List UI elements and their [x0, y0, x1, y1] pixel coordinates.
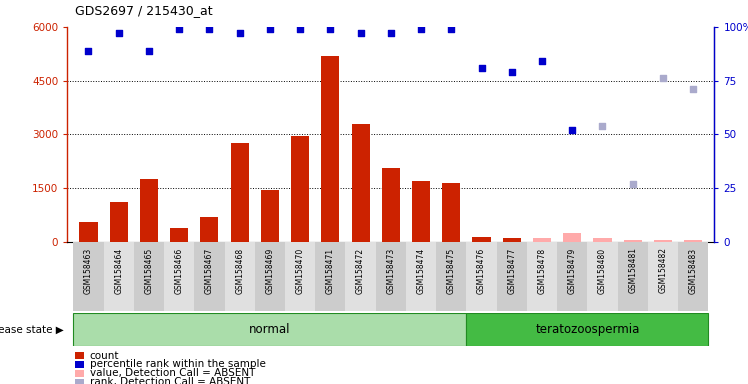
Point — [264, 26, 276, 32]
Bar — [587, 242, 618, 311]
Bar — [261, 190, 279, 242]
Point — [687, 86, 699, 92]
Text: disease state ▶: disease state ▶ — [0, 324, 64, 334]
Point — [294, 26, 306, 32]
Bar — [557, 242, 587, 311]
Bar — [104, 242, 134, 311]
Text: GSM158465: GSM158465 — [144, 247, 153, 294]
Bar — [527, 242, 557, 311]
Point — [657, 75, 669, 81]
Bar — [497, 242, 527, 311]
Text: GSM158475: GSM158475 — [447, 247, 456, 294]
Point — [506, 69, 518, 75]
Bar — [654, 240, 672, 242]
Text: rank, Detection Call = ABSENT: rank, Detection Call = ABSENT — [90, 377, 250, 384]
Bar — [200, 217, 218, 242]
Bar — [678, 242, 708, 311]
Text: GSM158477: GSM158477 — [507, 247, 516, 294]
Bar — [533, 238, 551, 242]
Bar — [624, 240, 642, 242]
Bar — [170, 228, 188, 242]
Bar — [140, 179, 158, 242]
Bar — [563, 233, 581, 242]
Point — [445, 26, 457, 32]
Point — [355, 30, 367, 36]
Bar — [436, 242, 467, 311]
Bar — [467, 242, 497, 311]
Text: GSM158463: GSM158463 — [84, 247, 93, 294]
Bar — [346, 242, 375, 311]
Point — [113, 30, 125, 36]
Bar — [73, 313, 467, 346]
Bar — [412, 181, 430, 242]
Text: GSM158471: GSM158471 — [326, 247, 335, 294]
Point — [233, 30, 245, 36]
Text: GSM158472: GSM158472 — [356, 247, 365, 294]
Text: GSM158476: GSM158476 — [477, 247, 486, 294]
Point — [174, 26, 186, 32]
Bar — [593, 238, 612, 242]
Text: GSM158481: GSM158481 — [628, 247, 637, 293]
Point — [203, 26, 215, 32]
Text: count: count — [90, 351, 119, 361]
Bar — [618, 242, 648, 311]
Bar — [375, 242, 406, 311]
Bar — [224, 242, 255, 311]
Bar — [442, 183, 460, 242]
Bar — [73, 242, 104, 311]
Point — [536, 58, 548, 65]
Bar — [194, 242, 224, 311]
Text: GSM158483: GSM158483 — [689, 247, 698, 294]
Bar — [352, 124, 370, 242]
Text: GSM158473: GSM158473 — [386, 247, 396, 294]
Text: GSM158467: GSM158467 — [205, 247, 214, 294]
Bar — [467, 313, 708, 346]
Bar — [230, 143, 249, 242]
Bar — [291, 136, 309, 242]
Bar — [684, 240, 702, 242]
Bar — [473, 237, 491, 242]
Text: GSM158470: GSM158470 — [295, 247, 304, 294]
Text: GSM158474: GSM158474 — [417, 247, 426, 294]
Bar — [134, 242, 164, 311]
Text: value, Detection Call = ABSENT: value, Detection Call = ABSENT — [90, 368, 255, 378]
Bar — [110, 202, 128, 242]
Point — [325, 26, 337, 32]
Bar — [503, 238, 521, 242]
Point — [82, 48, 94, 54]
Text: teratozoospermia: teratozoospermia — [535, 323, 640, 336]
Bar — [406, 242, 436, 311]
Bar — [164, 242, 194, 311]
Text: GSM158480: GSM158480 — [598, 247, 607, 294]
Point — [476, 65, 488, 71]
Point — [385, 30, 397, 36]
Bar — [285, 242, 315, 311]
Text: GSM158482: GSM158482 — [658, 247, 667, 293]
Text: GSM158464: GSM158464 — [114, 247, 123, 294]
Text: GSM158466: GSM158466 — [175, 247, 184, 294]
Bar — [315, 242, 346, 311]
Bar — [79, 222, 97, 242]
Text: GSM158478: GSM158478 — [538, 247, 547, 294]
Text: normal: normal — [249, 323, 291, 336]
Point — [596, 123, 608, 129]
Text: GSM158468: GSM158468 — [235, 247, 244, 294]
Text: GSM158469: GSM158469 — [266, 247, 275, 294]
Text: GSM158479: GSM158479 — [568, 247, 577, 294]
Point — [566, 127, 578, 133]
Point — [627, 181, 639, 187]
Text: GDS2697 / 215430_at: GDS2697 / 215430_at — [75, 4, 212, 17]
Point — [415, 26, 427, 32]
Bar — [322, 56, 340, 242]
Bar — [381, 169, 400, 242]
Bar — [255, 242, 285, 311]
Point — [143, 48, 155, 54]
Bar — [648, 242, 678, 311]
Text: percentile rank within the sample: percentile rank within the sample — [90, 359, 266, 369]
